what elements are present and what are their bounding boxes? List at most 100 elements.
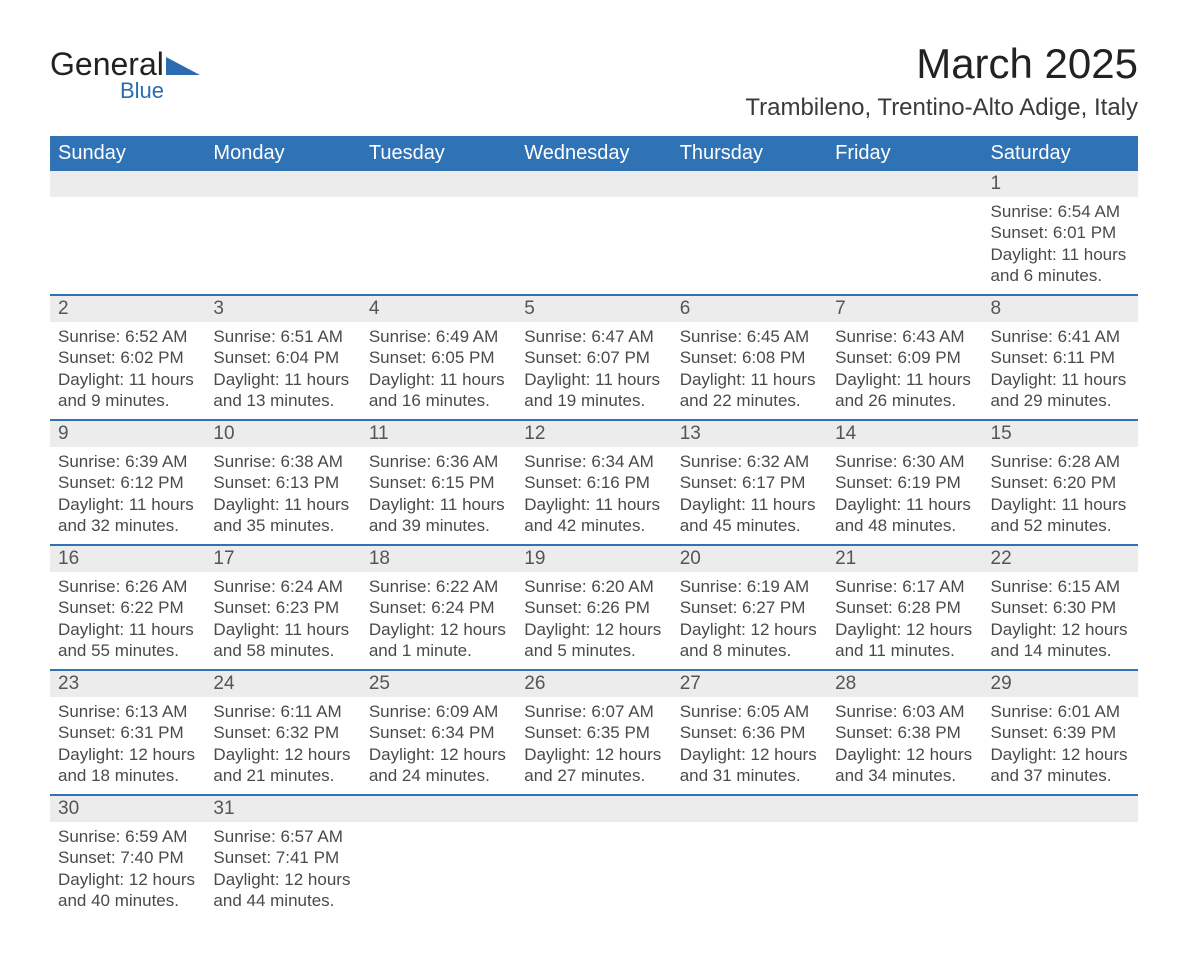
daylight-line1: Daylight: 11 hours [835, 494, 974, 515]
day-number-cell: 23 [50, 670, 205, 697]
sunset-text: Sunset: 6:12 PM [58, 472, 197, 493]
day-number-cell [827, 795, 982, 822]
daydata-row: Sunrise: 6:39 AMSunset: 6:12 PM Daylight:… [50, 447, 1138, 545]
day-data-cell: Sunrise: 6:05 AMSunset: 6:36 PMDaylight:… [672, 697, 827, 795]
daydata-row: Sunrise: 6:54 AMSunset: 6:01 PMDaylight:… [50, 197, 1138, 295]
day-number: 26 [516, 671, 671, 697]
sunrise-text: Sunrise: 6:36 AM [369, 451, 508, 472]
day-number [205, 171, 360, 175]
daylight-line1: Daylight: 12 hours [524, 744, 663, 765]
day-data-cell [516, 197, 671, 295]
day-number: 2 [50, 296, 205, 322]
daylight-line2: and 19 minutes. [524, 390, 663, 411]
daynum-row: 2345678 [50, 295, 1138, 322]
sunset-text: Sunset: 6:17 PM [680, 472, 819, 493]
day-data-cell: Sunrise: 6:43 AMSunset: 6:09 PMDaylight:… [827, 322, 982, 420]
day-data [205, 197, 360, 209]
sunset-text: Sunset: 6:32 PM [213, 722, 352, 743]
day-number-cell: 2 [50, 295, 205, 322]
day-number-cell: 28 [827, 670, 982, 697]
daylight-line2: and 8 minutes. [680, 640, 819, 661]
day-number-cell: 1 [983, 171, 1138, 197]
sunrise-text: Sunrise: 6:15 AM [991, 576, 1130, 597]
sunrise-text: Sunrise: 6:52 AM [58, 326, 197, 347]
sunrise-text: Sunrise: 6:01 AM [991, 701, 1130, 722]
day-number-cell: 5 [516, 295, 671, 322]
day-data-cell: Sunrise: 6:17 AMSunset: 6:28 PMDaylight:… [827, 572, 982, 670]
daylight-line1: Daylight: 11 hours [835, 369, 974, 390]
sunset-text: Sunset: 6:35 PM [524, 722, 663, 743]
day-data-cell [205, 197, 360, 295]
daylight-line2: and 21 minutes. [213, 765, 352, 786]
day-data-cell: Sunrise: 6:38 AMSunset: 6:13 PMDaylight:… [205, 447, 360, 545]
page-title: March 2025 [745, 40, 1138, 88]
daylight-line2: and 5 minutes. [524, 640, 663, 661]
day-data: Sunrise: 6:32 AMSunset: 6:17 PMDaylight:… [672, 447, 827, 544]
daynum-row: 3031 [50, 795, 1138, 822]
day-data-cell: Sunrise: 6:03 AMSunset: 6:38 PMDaylight:… [827, 697, 982, 795]
day-number-cell: 22 [983, 545, 1138, 572]
sunset-text: Sunset: 6:28 PM [835, 597, 974, 618]
sunset-text: Sunset: 6:22 PM [58, 597, 197, 618]
daylight-line1: Daylight: 11 hours [991, 494, 1130, 515]
sunset-text: Sunset: 6:27 PM [680, 597, 819, 618]
day-data-cell: Sunrise: 6:11 AMSunset: 6:32 PMDaylight:… [205, 697, 360, 795]
sunrise-text: Sunrise: 6:39 AM [58, 451, 197, 472]
daynum-row: 1 [50, 171, 1138, 197]
day-number-cell: 10 [205, 420, 360, 447]
daydata-row: Sunrise: 6:52 AMSunset: 6:02 PM Daylight:… [50, 322, 1138, 420]
day-number-cell: 18 [361, 545, 516, 572]
daydata-row: Sunrise: 6:59 AMSunset: 7:40 PMDaylight:… [50, 822, 1138, 919]
day-data: Sunrise: 6:45 AMSunset: 6:08 PMDaylight:… [672, 322, 827, 419]
day-number-cell [827, 171, 982, 197]
sunrise-text: Sunrise: 6:28 AM [991, 451, 1130, 472]
day-data-cell [516, 822, 671, 919]
daylight-line2: and 40 minutes. [58, 890, 197, 911]
daylight-line2: and 22 minutes. [680, 390, 819, 411]
day-number: 20 [672, 546, 827, 572]
sunrise-text: Sunrise: 6:54 AM [991, 201, 1130, 222]
day-data-cell: Sunrise: 6:47 AMSunset: 6:07 PMDaylight:… [516, 322, 671, 420]
sunrise-text: Sunrise: 6:24 AM [213, 576, 352, 597]
day-number: 7 [827, 296, 982, 322]
sunrise-text: Sunrise: 6:32 AM [680, 451, 819, 472]
day-data-cell: Sunrise: 6:07 AMSunset: 6:35 PMDaylight:… [516, 697, 671, 795]
sunset-text: Sunset: 6:02 PM [58, 347, 197, 368]
sunset-text: Sunset: 6:05 PM [369, 347, 508, 368]
sunset-text: Sunset: 7:40 PM [58, 847, 197, 868]
day-data [827, 197, 982, 209]
day-data: Sunrise: 6:03 AMSunset: 6:38 PMDaylight:… [827, 697, 982, 794]
day-data: Sunrise: 6:39 AMSunset: 6:12 PMDaylight:… [50, 447, 205, 544]
day-number-cell: 24 [205, 670, 360, 697]
sunrise-text: Sunrise: 6:38 AM [213, 451, 352, 472]
daylight-line2: and 32 minutes. [58, 515, 197, 536]
daylight-line1: Daylight: 12 hours [680, 744, 819, 765]
day-number-cell: 14 [827, 420, 982, 447]
sunrise-text: Sunrise: 6:45 AM [680, 326, 819, 347]
sunrise-text: Sunrise: 6:17 AM [835, 576, 974, 597]
day-number [361, 796, 516, 800]
day-data [516, 822, 671, 834]
sunset-text: Sunset: 6:20 PM [991, 472, 1130, 493]
weekday-header: Monday [205, 136, 360, 171]
sunset-text: Sunset: 6:30 PM [991, 597, 1130, 618]
sunrise-text: Sunrise: 6:22 AM [369, 576, 508, 597]
daylight-line1: Daylight: 11 hours [991, 244, 1130, 265]
daylight-line2: and 35 minutes. [213, 515, 352, 536]
daylight-line2: and 45 minutes. [680, 515, 819, 536]
day-data: Sunrise: 6:20 AMSunset: 6:26 PMDaylight:… [516, 572, 671, 669]
weekday-header: Friday [827, 136, 982, 171]
sunrise-text: Sunrise: 6:11 AM [213, 701, 352, 722]
day-data-cell: Sunrise: 6:34 AMSunset: 6:16 PMDaylight:… [516, 447, 671, 545]
sunrise-text: Sunrise: 6:57 AM [213, 826, 352, 847]
day-number-cell [516, 171, 671, 197]
sunrise-text: Sunrise: 6:47 AM [524, 326, 663, 347]
sunset-text: Sunset: 6:34 PM [369, 722, 508, 743]
sunset-text: Sunset: 6:01 PM [991, 222, 1130, 243]
day-data-cell: Sunrise: 6:32 AMSunset: 6:17 PMDaylight:… [672, 447, 827, 545]
daynum-row: 9101112131415 [50, 420, 1138, 447]
sunrise-text: Sunrise: 6:03 AM [835, 701, 974, 722]
sunset-text: Sunset: 6:19 PM [835, 472, 974, 493]
day-number-cell [361, 171, 516, 197]
daylight-line1: Daylight: 11 hours [213, 619, 352, 640]
